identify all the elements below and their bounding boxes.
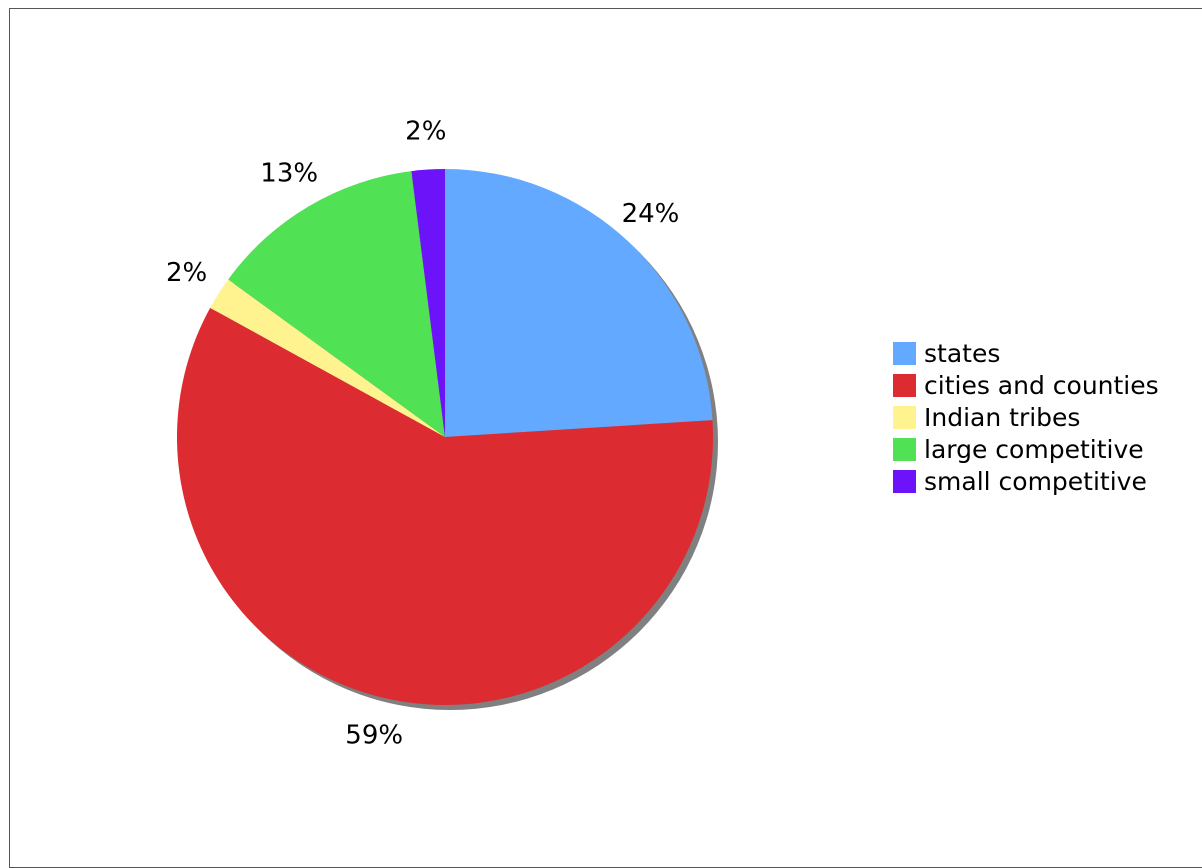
pie-slice-labels: 24% 59% 2% 13% 2% [166, 117, 679, 751]
legend-item: Indian tribes [893, 401, 1159, 433]
legend-swatch [893, 373, 916, 397]
legend-item: small competitive [893, 465, 1159, 497]
pie-slices [176, 169, 713, 706]
pie-slice-small-competitive [411, 169, 445, 437]
pie-slice-label: 2% [405, 117, 446, 147]
legend-item: cities and counties [893, 369, 1159, 401]
pie-slice-label: 59% [345, 721, 403, 751]
pie-slice-label: 24% [622, 199, 680, 229]
legend-label: small competitive [924, 466, 1147, 496]
pie-slice-states [445, 169, 713, 437]
legend-swatch [893, 437, 916, 461]
legend-swatch [893, 469, 916, 493]
legend-swatch [893, 405, 916, 429]
legend-label: Indian tribes [924, 402, 1081, 432]
legend-label: large competitive [924, 434, 1144, 464]
legend-label: cities and counties [924, 370, 1159, 400]
legend-swatch [893, 341, 916, 365]
pie-slice-large-competitive [228, 171, 445, 438]
pie-slice-indian-tribes [210, 279, 445, 437]
pie-slice-label: 13% [260, 159, 318, 189]
pie-slice-cities-and-counties [176, 307, 713, 706]
legend: states cities and counties Indian tribes la… [893, 337, 1159, 497]
pie-slice-label: 2% [166, 258, 207, 288]
legend-label: states [924, 338, 1001, 368]
legend-item: states [893, 337, 1159, 369]
legend-item: large competitive [893, 433, 1159, 465]
